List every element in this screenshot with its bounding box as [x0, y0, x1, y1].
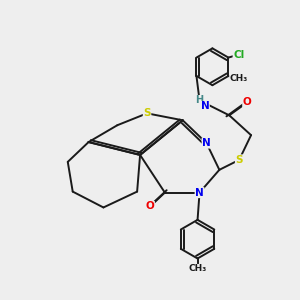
Text: CH₃: CH₃: [188, 264, 207, 273]
Text: O: O: [146, 202, 154, 212]
Text: S: S: [143, 108, 151, 118]
Text: N: N: [195, 188, 204, 198]
Text: H: H: [196, 95, 204, 106]
Text: Cl: Cl: [233, 50, 244, 60]
Text: CH₃: CH₃: [230, 74, 248, 83]
Text: S: S: [236, 155, 243, 165]
Text: N: N: [202, 138, 211, 148]
Text: N: N: [200, 101, 209, 111]
Text: O: O: [243, 98, 251, 107]
